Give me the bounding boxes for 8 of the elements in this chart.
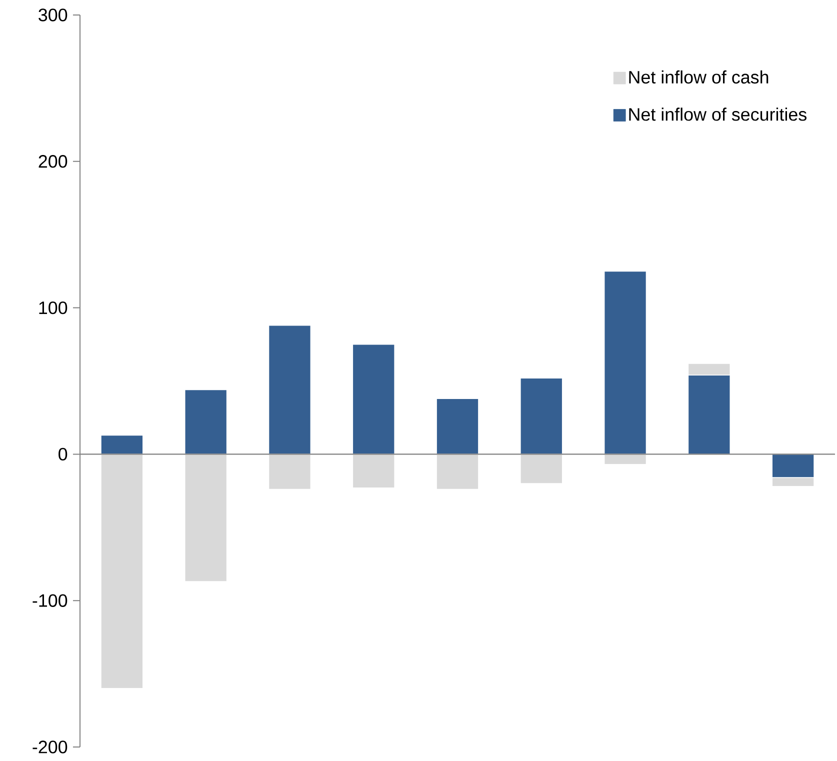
legend-label: Net inflow of cash: [629, 70, 768, 84]
y-tick-label: 300: [38, 8, 68, 22]
y-tick-label: 0: [58, 448, 68, 461]
y-tick-label: 200: [38, 155, 68, 168]
y-tick-label: -100: [32, 594, 68, 607]
y-tick-label: -200: [32, 740, 68, 754]
legend-label: Net inflow of securities: [629, 108, 806, 121]
y-tick-label: 100: [39, 301, 68, 314]
